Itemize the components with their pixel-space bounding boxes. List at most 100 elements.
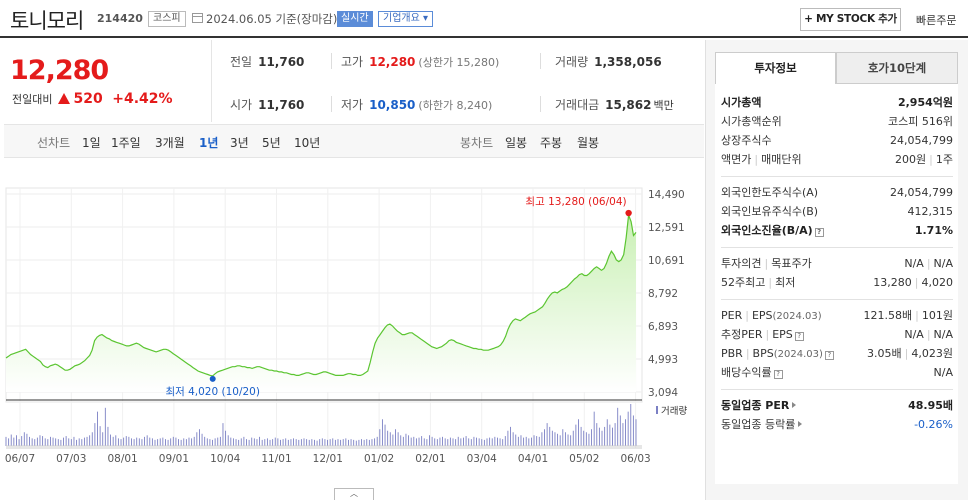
investment-info-body: 시가총액 2,954억원 시가총액순위 코스피 516위 상장주식수 24,05… bbox=[715, 84, 958, 484]
est-eps-label: EPS bbox=[772, 328, 793, 341]
shares-value: 24,054,799 bbox=[890, 134, 953, 147]
line-chart-label: 선차트 bbox=[37, 136, 71, 150]
tab-investment-info[interactable]: 투자정보 bbox=[715, 52, 836, 84]
per-date: (2024.03) bbox=[772, 311, 822, 322]
help-icon[interactable]: ? bbox=[814, 228, 824, 237]
shares-label: 상장주식수 bbox=[721, 134, 772, 147]
tab-3m[interactable]: 3개월 bbox=[155, 136, 185, 150]
divider bbox=[721, 389, 953, 390]
foreign-hold-value: 412,315 bbox=[907, 205, 954, 218]
tab-10y[interactable]: 10년 bbox=[294, 136, 321, 150]
help-icon[interactable]: ? bbox=[773, 370, 783, 379]
stock-header: 토니모리 214420 코스피 2024.06.05 기준(장마감) 실시간 기… bbox=[0, 0, 968, 38]
amount-stat: 거래대금 15,862 백만 bbox=[555, 96, 674, 113]
chart-period-tabs: 선차트 1일 1주일 3개월 1년 3년 5년 10년 봉차트 일봉 주봉 월봉 bbox=[4, 124, 704, 158]
change-value: 520 bbox=[73, 91, 103, 107]
sector-per-value: 48.95배 bbox=[908, 399, 953, 412]
eps-label: EPS bbox=[751, 309, 773, 322]
info-row: 상장주식수 24,054,799 bbox=[721, 132, 953, 149]
per-label: PER bbox=[721, 309, 743, 322]
prev-close-stat: 전일 11,760 bbox=[230, 53, 304, 70]
stock-code: 214420 bbox=[97, 12, 143, 25]
market-cap-value: 2,954억원 bbox=[897, 96, 953, 109]
volume-legend-swatch bbox=[656, 406, 658, 414]
sector-rate-label[interactable]: 동일업종 등락률 bbox=[721, 418, 796, 431]
help-icon[interactable]: ? bbox=[824, 351, 834, 360]
bps-label: BPS bbox=[752, 347, 774, 360]
price-chart-svg[interactable]: 14,490 12,591 10,691 8,792 6,893 4,993 3,094 최고… bbox=[4, 160, 704, 500]
divider bbox=[540, 53, 541, 69]
price-area bbox=[6, 215, 636, 392]
opinion-value: N/A bbox=[904, 257, 924, 270]
high-stat: 고가 12,280 (상한가 15,280) bbox=[341, 53, 499, 70]
prev-close-label: 전일 bbox=[230, 55, 253, 69]
x-tick-label: 09/01 bbox=[159, 453, 189, 465]
market-cap-rank-market: 코스피 bbox=[888, 115, 919, 128]
tab-weekly[interactable]: 주봉 bbox=[540, 136, 563, 150]
foreign-ratio-value: 1.71% bbox=[914, 224, 953, 237]
y-tick-label: 14,490 bbox=[648, 189, 685, 201]
tab-1w[interactable]: 1주일 bbox=[111, 136, 141, 150]
x-tick-label: 01/02 bbox=[364, 453, 394, 465]
pbr-label: PBR bbox=[721, 347, 743, 360]
volume-legend-label: 거래량 bbox=[661, 405, 687, 417]
x-tick-label: 03/04 bbox=[467, 453, 498, 465]
info-row: 배당수익률? N/A bbox=[721, 364, 953, 381]
investment-info-panel: 투자정보 호가10단계 시가총액 2,954억원 시가총액순위 코스피 516위… bbox=[705, 40, 968, 500]
tab-order-book[interactable]: 호가10단계 bbox=[836, 52, 958, 84]
quick-order-link[interactable]: 빠른주문 bbox=[916, 14, 957, 27]
company-overview-dropdown[interactable]: 기업개요 ▾ bbox=[378, 11, 433, 27]
sector-rate-value: -0.26% bbox=[914, 418, 953, 431]
open-stat: 시가 11,760 bbox=[230, 96, 304, 113]
est-per-value: N/A bbox=[904, 328, 924, 341]
w52-low-label: 최저 bbox=[775, 276, 796, 289]
tab-3y[interactable]: 3년 bbox=[230, 136, 249, 150]
add-mystock-button[interactable]: + MY STOCK 추가 bbox=[800, 8, 901, 31]
chevron-up-icon[interactable]: ︿ bbox=[334, 488, 374, 500]
target-price-value: N/A bbox=[933, 257, 953, 270]
change-label: 전일대비 bbox=[12, 93, 53, 106]
x-tick-label: 05/02 bbox=[569, 453, 599, 465]
help-icon[interactable]: ? bbox=[794, 332, 804, 341]
sector-per-label[interactable]: 동일업종 PER bbox=[721, 399, 790, 412]
date-text: 2024.06.05 기준(장마감) bbox=[206, 12, 338, 26]
x-tick-label: 08/01 bbox=[107, 453, 137, 465]
volume-label: 거래량 bbox=[555, 55, 589, 69]
dividend-label: 배당수익률 bbox=[721, 366, 772, 379]
amount-label: 거래대금 bbox=[555, 98, 600, 112]
target-price-label: 목표주가 bbox=[771, 257, 812, 270]
tab-1y[interactable]: 1년 bbox=[199, 136, 219, 150]
x-tick-label: 07/03 bbox=[56, 453, 86, 465]
tab-1d[interactable]: 1일 bbox=[82, 136, 101, 150]
info-row: PBR | BPS(2024.03)? 3.05배 | 4,023원 bbox=[721, 347, 953, 360]
divider bbox=[721, 176, 953, 177]
pbr-value: 3.05배 bbox=[867, 347, 902, 360]
lower-limit: (하한가 8,240) bbox=[418, 99, 493, 112]
info-row: 외국인한도주식수(A) 24,054,799 bbox=[721, 184, 953, 201]
par-label: 액면가 bbox=[721, 153, 752, 166]
trade-unit-label: 매매단위 bbox=[761, 153, 802, 166]
stock-name: 토니모리 bbox=[10, 9, 84, 33]
est-per-label: 추정PER bbox=[721, 328, 763, 341]
tab-5y[interactable]: 5년 bbox=[262, 136, 281, 150]
divider bbox=[331, 53, 332, 69]
low-stat: 저가 10,850 (하한가 8,240) bbox=[341, 96, 492, 113]
low-marker bbox=[209, 375, 216, 382]
high-value: 12,280 bbox=[369, 55, 416, 69]
market-cap-rank-label: 시가총액순위 bbox=[721, 115, 782, 128]
realtime-button[interactable]: 실시간 bbox=[337, 11, 373, 27]
tab-daily[interactable]: 일봉 bbox=[505, 136, 528, 150]
x-tick-label: 06/03 bbox=[620, 453, 650, 465]
market-badge: 코스피 bbox=[148, 11, 186, 27]
candle-chart-label: 봉차트 bbox=[460, 136, 494, 150]
price-line bbox=[5, 214, 637, 377]
tab-monthly[interactable]: 월봉 bbox=[577, 136, 600, 150]
y-tick-label: 10,691 bbox=[648, 255, 685, 267]
y-tick-label: 3,094 bbox=[648, 387, 678, 399]
divider bbox=[721, 247, 953, 248]
dividend-value: N/A bbox=[933, 366, 953, 379]
change-percent: +4.42% bbox=[112, 91, 173, 107]
price-chart[interactable]: 14,490 12,591 10,691 8,792 6,893 4,993 3,094 최고… bbox=[4, 160, 704, 500]
info-row: 액면가 | 매매단위 200원 | 1주 bbox=[721, 153, 953, 166]
y-tick-label: 12,591 bbox=[648, 222, 685, 234]
